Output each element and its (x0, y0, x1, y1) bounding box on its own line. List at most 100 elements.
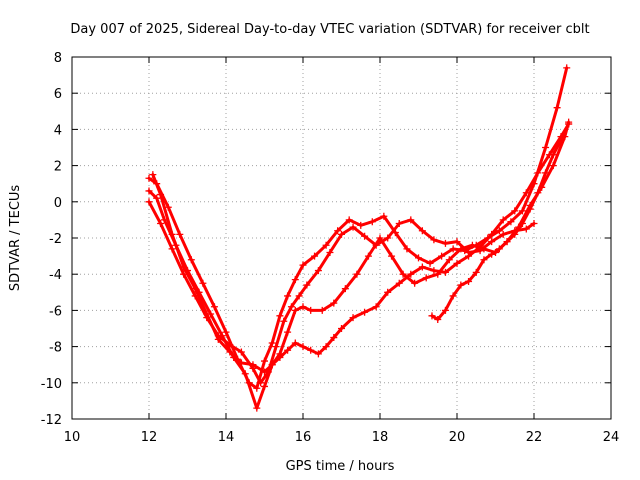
data-point (191, 285, 199, 293)
data-point (507, 218, 515, 226)
data-point (518, 207, 526, 215)
x-tick-label: 24 (603, 430, 620, 445)
data-point (426, 259, 434, 267)
data-point (157, 220, 165, 228)
data-point (253, 404, 261, 412)
data-point (164, 203, 172, 211)
data-point (465, 252, 473, 260)
data-point (418, 263, 426, 271)
data-point (291, 306, 299, 314)
data-point (453, 259, 461, 267)
data-point (145, 198, 153, 206)
data-point (157, 191, 165, 199)
data-point (518, 220, 526, 228)
x-tick-label: 22 (526, 430, 543, 445)
data-point (226, 348, 234, 356)
data-point (430, 236, 438, 244)
data-point (345, 216, 353, 224)
data-point (361, 232, 369, 240)
data-point (565, 120, 573, 128)
x-tick-label: 14 (218, 430, 235, 445)
x-tick-label: 12 (141, 430, 158, 445)
data-point (434, 315, 442, 323)
data-point (542, 144, 550, 151)
data-point (526, 205, 534, 213)
grid (72, 57, 611, 419)
x-tick-label: 10 (64, 430, 81, 445)
data-point (261, 357, 268, 365)
y-axis-label: SDTVAR / TECUs (8, 185, 23, 292)
data-point (268, 339, 276, 347)
data-point (145, 174, 153, 182)
data-point (314, 267, 322, 275)
y-tick-labels: -12 -10 -8 -6 -4 -2 0 2 4 6 8 (41, 51, 62, 428)
data-point (415, 254, 422, 262)
data-point (511, 230, 519, 238)
data-point (411, 279, 419, 287)
data-point (557, 136, 565, 144)
data-point (495, 227, 503, 235)
data-point (349, 314, 357, 322)
data-point (488, 230, 496, 238)
data-point (218, 332, 226, 340)
data-point (364, 252, 372, 260)
data-point (422, 274, 430, 282)
data-point (322, 241, 330, 249)
x-tick-label: 16 (295, 430, 312, 445)
data-point (291, 339, 299, 347)
data-point (418, 227, 426, 235)
data-point (368, 218, 376, 226)
data-point (307, 346, 315, 354)
y-tick-label: -8 (49, 341, 62, 356)
data-point (349, 223, 357, 231)
data-point (353, 270, 361, 278)
data-point (318, 306, 326, 314)
data-point (445, 256, 453, 264)
data-point (534, 169, 542, 177)
data-point (472, 268, 480, 276)
data-point (180, 263, 188, 271)
data-point (495, 245, 503, 253)
data-point (438, 252, 446, 260)
axis-ticks (71, 56, 612, 420)
y-tick-label: -12 (41, 413, 62, 428)
data-point (334, 227, 342, 235)
y-tick-label: -10 (41, 377, 62, 392)
data-point (338, 325, 345, 332)
data-point (549, 151, 557, 159)
data-point (168, 245, 176, 253)
data-point (307, 306, 315, 314)
data-point (311, 252, 319, 260)
data-point (237, 348, 245, 356)
y-tick-label: 2 (54, 160, 62, 175)
data-point (361, 308, 369, 316)
data-point (272, 343, 280, 351)
data-point (284, 328, 292, 336)
data-point (241, 370, 249, 378)
data-point (291, 276, 299, 284)
series-group (145, 64, 573, 412)
series-trace-1 (145, 64, 571, 392)
data-point (553, 104, 561, 112)
data-point (403, 245, 411, 253)
data-point (468, 241, 476, 249)
data-point (522, 225, 530, 233)
data-point (465, 277, 473, 285)
series-trace-4 (149, 118, 573, 376)
data-point (549, 162, 557, 170)
data-point (563, 64, 571, 72)
x-tick-label: 20 (449, 430, 466, 445)
data-point (176, 230, 184, 238)
series-trace-5 (428, 120, 573, 323)
y-tick-label: 4 (54, 123, 62, 138)
data-point (187, 256, 195, 264)
data-point (276, 312, 284, 320)
data-point (503, 238, 511, 246)
data-point (299, 261, 307, 269)
data-point (249, 361, 257, 369)
data-point (441, 239, 449, 247)
series-line (151, 120, 571, 374)
data-point (222, 328, 230, 336)
data-point (457, 281, 465, 289)
y-tick-label: -2 (49, 232, 62, 247)
